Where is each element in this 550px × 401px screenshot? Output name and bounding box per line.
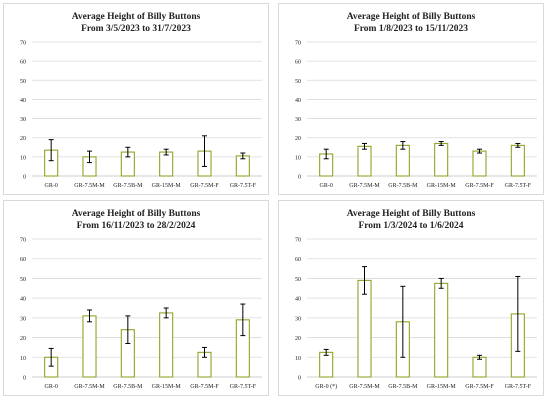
chart-panel-3: Average Height of Billy Buttons From 16/…	[3, 200, 269, 396]
y-tick-label: 30	[295, 316, 301, 322]
chart-panel-2: Average Height of Billy Buttons From 1/8…	[278, 3, 544, 195]
x-tick-label: GR-7.5B-M	[388, 384, 418, 390]
y-tick-label: 30	[20, 117, 26, 123]
bar	[434, 142, 449, 177]
y-tick-label: 50	[295, 277, 301, 283]
chart-panel-1: Average Height of Billy Buttons From 3/5…	[3, 3, 269, 195]
y-tick-label: 0	[23, 376, 26, 382]
x-tick-label: GR-7.5M-F	[465, 183, 494, 189]
x-tick-label: GR-7.5T-F	[230, 183, 257, 189]
y-tick-label: 50	[20, 277, 26, 283]
y-tick-label: 0	[298, 376, 301, 382]
bar	[319, 351, 334, 378]
y-tick-label: 20	[20, 136, 26, 142]
y-tick-label: 20	[295, 336, 301, 342]
x-tick-label: GR-0	[44, 384, 57, 390]
chart-plot-3: 0 10 20 30 40 50 60 70 GR-0 GR-7.5M-M GR-7.5B-M GR-…	[20, 238, 262, 390]
chart-title: Average Height of Billy Buttons	[71, 12, 201, 22]
chart-title: Average Height of Billy Buttons	[346, 12, 476, 22]
bar	[357, 279, 372, 378]
x-tick-label: GR-0	[44, 183, 57, 189]
bar	[159, 151, 174, 177]
bar	[395, 144, 410, 177]
x-tick-label: GR-7.5M-M	[349, 384, 380, 390]
y-tick-label: 60	[295, 257, 301, 263]
y-tick-label: 30	[20, 316, 26, 322]
bar	[159, 312, 174, 378]
y-tick-label: 50	[295, 79, 301, 85]
y-tick-label: 60	[20, 257, 26, 263]
chart-subtitle: From 1/3/2024 to 1/6/2024	[358, 221, 464, 231]
chart-plot-1: 0 10 20 30 40 50 60 70 GR-0 GR-7.5M-M GR-7.5B-M GR-…	[20, 41, 262, 189]
y-tick-label: 60	[20, 60, 26, 66]
bar	[472, 150, 487, 177]
x-tick-label: GR-7.5T-F	[505, 183, 532, 189]
y-tick-label: 40	[20, 98, 26, 104]
chart-plot-2: 0 10 20 30 40 50 60 70 GR-0 GR-7.5M-M GR-7.5B-M GR-…	[295, 41, 537, 189]
y-tick-label: 70	[20, 41, 26, 47]
chart-subtitle: From 3/5/2023 to 31/7/2023	[81, 24, 191, 34]
y-tick-label: 20	[20, 336, 26, 342]
chart-title: Average Height of Billy Buttons	[71, 209, 201, 219]
x-tick-label: GR-7.5M-F	[465, 384, 494, 390]
y-tick-label: 40	[20, 297, 26, 303]
chart-title-block: Average Height of Billy Buttons From 16/…	[4, 208, 268, 232]
y-tick-label: 10	[295, 356, 301, 362]
chart-subtitle: From 1/8/2023 to 15/11/2023	[353, 24, 469, 34]
y-tick-label: 40	[295, 98, 301, 104]
x-tick-label: GR-7.5M-F	[190, 384, 219, 390]
x-tick-label: GR-7.5T-F	[505, 384, 532, 390]
x-tick-label: GR-7.5B-M	[388, 183, 418, 189]
bar	[472, 356, 487, 378]
bar	[434, 282, 449, 378]
x-tick-label: GR-7.5B-M	[113, 384, 143, 390]
x-tick-label: GR-7.5M-M	[74, 384, 105, 390]
chart-title-block: Average Height of Billy Buttons From 1/8…	[279, 11, 543, 35]
y-tick-label: 30	[295, 117, 301, 123]
y-tick-label: 10	[295, 155, 301, 161]
y-tick-label: 50	[20, 79, 26, 85]
bar	[357, 145, 372, 177]
y-tick-label: 20	[295, 136, 301, 142]
chart-panel-4: Average Height of Billy Buttons From 1/3…	[278, 200, 544, 396]
y-tick-label: 60	[295, 60, 301, 66]
x-tick-label: GR-7.5T-F	[230, 384, 257, 390]
y-tick-label: 10	[20, 356, 26, 362]
x-tick-label: GR-15M-M	[152, 384, 182, 390]
y-tick-label: 0	[298, 175, 301, 181]
y-tick-label: 40	[295, 297, 301, 303]
y-tick-label: 10	[20, 155, 26, 161]
x-tick-label: GR-0 (*)	[315, 383, 337, 390]
x-tick-label: GR-7.5M-F	[190, 183, 219, 189]
x-tick-label: GR-7.5M-M	[349, 183, 380, 189]
x-tick-label: GR-15M-M	[152, 183, 182, 189]
x-tick-label: GR-0	[319, 183, 332, 189]
bar	[510, 144, 525, 177]
bar	[82, 315, 97, 378]
y-tick-label: 70	[295, 41, 301, 47]
x-tick-label: GR-15M-M	[427, 183, 457, 189]
chart-plot-4: 0 10 20 30 40 50 60 70 GR-0 (*) GR-7.5M-M GR-7.5B-…	[295, 238, 537, 390]
x-tick-label: GR-7.5B-M	[113, 183, 143, 189]
x-tick-label: GR-7.5M-M	[74, 183, 105, 189]
y-tick-label: 70	[295, 238, 301, 244]
chart-title-block: Average Height of Billy Buttons From 3/5…	[4, 11, 268, 35]
x-tick-label: GR-15M-M	[427, 384, 457, 390]
chart-title: Average Height of Billy Buttons	[346, 209, 476, 219]
y-tick-label: 0	[23, 175, 26, 181]
chart-title-block: Average Height of Billy Buttons From 1/3…	[279, 208, 543, 232]
chart-subtitle: From 16/11/2023 to 28/2/2024	[76, 221, 196, 231]
y-tick-label: 70	[20, 238, 26, 244]
